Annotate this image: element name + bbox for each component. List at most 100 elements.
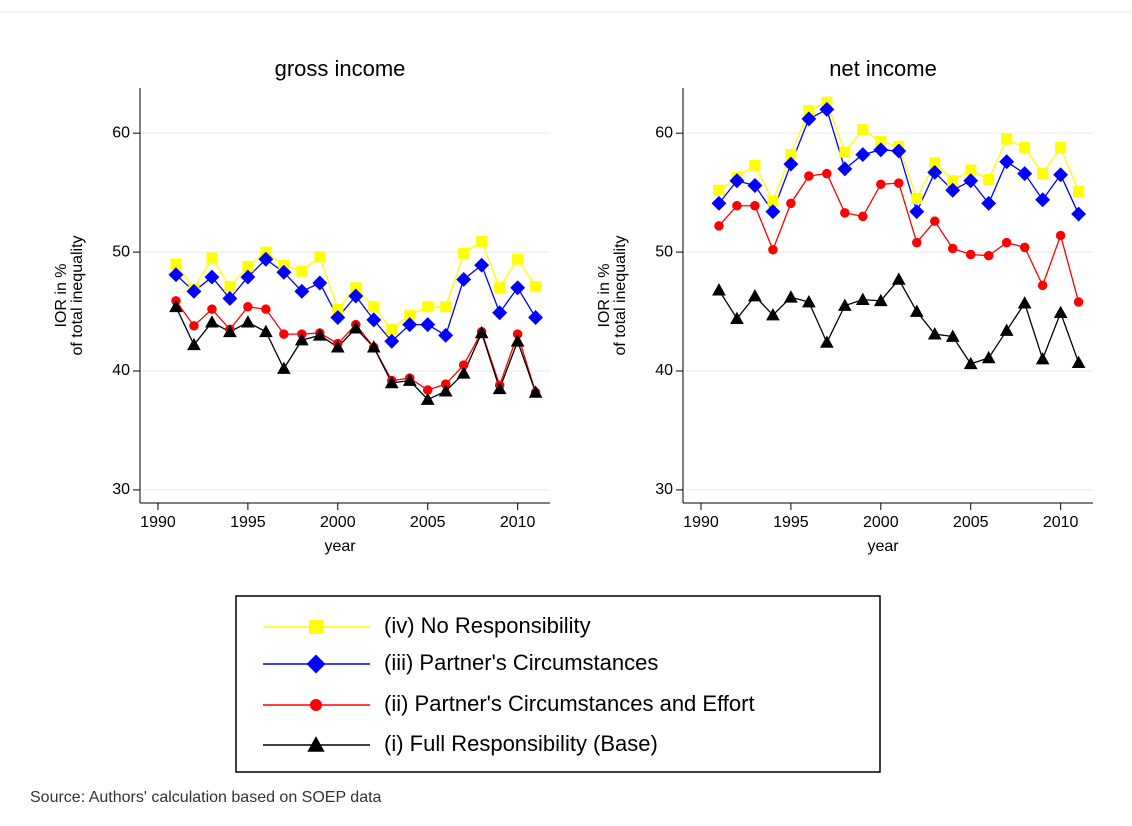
marker: [384, 333, 400, 349]
legend-label: (i) Full Responsibility (Base): [384, 731, 658, 756]
x-tick-label: 2010: [500, 514, 536, 531]
marker: [876, 179, 886, 190]
marker: [276, 264, 292, 280]
marker: [456, 366, 471, 379]
marker: [330, 310, 346, 325]
x-tick-label: 1995: [230, 514, 266, 531]
marker: [510, 334, 525, 347]
marker: [1055, 141, 1067, 153]
marker: [999, 154, 1015, 170]
marker: [402, 317, 418, 333]
x-tick-label: 2000: [320, 514, 356, 531]
marker: [768, 244, 778, 255]
marker: [386, 323, 398, 335]
x-tick-label: 2000: [863, 514, 899, 531]
marker: [422, 301, 434, 313]
marker: [983, 250, 994, 261]
marker: [963, 173, 979, 189]
marker: [766, 308, 780, 321]
marker: [366, 312, 382, 328]
marker: [730, 311, 744, 324]
marker: [296, 265, 308, 277]
marker: [277, 361, 291, 374]
marker: [279, 329, 289, 339]
marker: [1019, 242, 1030, 253]
marker: [240, 269, 256, 285]
series-line: [718, 278, 1080, 365]
marker: [855, 147, 871, 163]
marker: [348, 288, 364, 304]
marker: [927, 164, 943, 180]
y-axis-label: of total inequality: [612, 235, 629, 355]
marker: [1071, 206, 1087, 222]
marker: [1037, 280, 1048, 291]
marker: [494, 282, 506, 294]
source-note: Source: Authors' calculation based on SO…: [30, 789, 382, 806]
x-axis-label: year: [324, 538, 356, 555]
marker: [186, 283, 202, 299]
marker: [930, 216, 940, 226]
marker: [1019, 141, 1031, 153]
marker: [243, 302, 253, 312]
marker: [891, 272, 906, 285]
marker: [189, 321, 199, 331]
marker: [420, 317, 436, 333]
legend-box: [235, 595, 881, 773]
marker: [440, 301, 452, 313]
marker: [945, 329, 960, 342]
marker: [420, 392, 435, 405]
marker: [1017, 296, 1032, 309]
marker: [765, 204, 781, 220]
marker: [187, 337, 201, 351]
y-tick-label: 30: [112, 481, 130, 498]
marker: [438, 384, 453, 397]
y-tick-label: 60: [655, 124, 673, 141]
panel-title: net income: [829, 56, 937, 81]
marker: [258, 251, 274, 267]
marker: [261, 304, 271, 314]
marker: [712, 283, 726, 296]
marker: [205, 315, 219, 328]
marker: [981, 350, 996, 364]
x-tick-label: 2005: [953, 514, 989, 531]
marker: [492, 305, 508, 321]
marker: [732, 200, 742, 211]
x-tick-label: 1990: [140, 514, 176, 531]
marker: [1001, 133, 1013, 145]
y-tick-label: 30: [655, 481, 673, 498]
marker: [474, 325, 489, 339]
marker: [891, 143, 907, 159]
series-line: [175, 300, 537, 393]
y-axis-label: IOR in %: [596, 263, 613, 327]
marker: [840, 208, 850, 218]
y-axis-label: of total inequality: [69, 235, 86, 355]
marker: [819, 101, 835, 117]
marker: [314, 251, 326, 263]
marker: [909, 304, 924, 317]
x-axis-label: year: [867, 538, 899, 555]
marker: [1055, 230, 1066, 241]
marker: [510, 280, 526, 296]
marker: [945, 182, 961, 198]
marker: [312, 328, 327, 341]
marker: [822, 168, 832, 179]
marker: [999, 323, 1014, 336]
x-tick-label: 2010: [1043, 514, 1079, 531]
marker: [927, 327, 942, 340]
marker: [839, 146, 851, 158]
legend-label: (iv) No Responsibility: [384, 613, 591, 638]
marker: [1035, 352, 1050, 365]
marker: [783, 156, 799, 172]
marker: [259, 324, 273, 338]
marker: [965, 249, 976, 260]
marker: [1035, 192, 1051, 208]
marker: [476, 235, 488, 247]
marker: [223, 324, 237, 338]
y-tick-label: 50: [655, 243, 673, 260]
marker: [294, 333, 309, 346]
marker: [402, 373, 417, 386]
marker: [729, 173, 745, 189]
y-tick-label: 40: [655, 362, 673, 379]
